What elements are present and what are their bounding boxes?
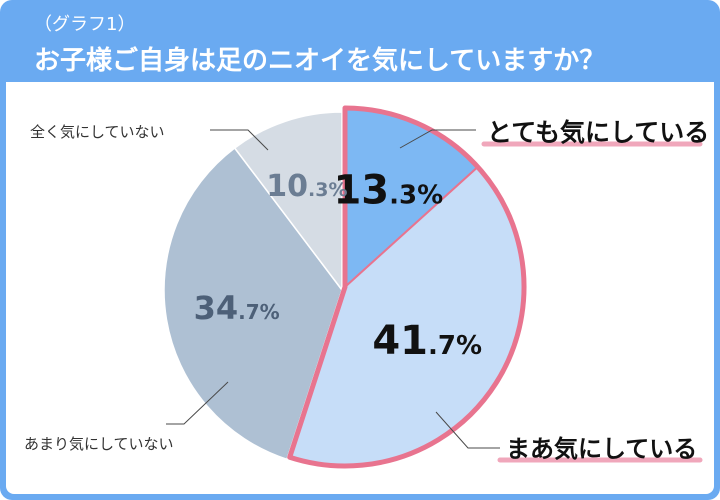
chart-title: お子様ご自身は足のニオイを気にしていますか？ [34, 46, 606, 76]
category-label-0: とても気にしている [487, 118, 709, 147]
pct-label-int: 13 [333, 167, 389, 213]
callout-line-2 [166, 381, 229, 425]
pct-label-3: 10.3% [266, 169, 347, 204]
pct-label-dec: .7% [238, 300, 280, 324]
callout-line-0 [399, 129, 476, 149]
highlight-outline [287, 105, 527, 469]
pct-label-dec: .7% [428, 331, 482, 361]
pie-slice-3 [233, 111, 343, 293]
pct-label-2: 34.7% [194, 289, 280, 327]
chart-header: （グラフ1） お子様ご自身は足のニオイを気にしていますか？ [0, 0, 720, 80]
pie-slice-2 [163, 146, 343, 461]
pct-label-1: 41.7% [372, 318, 482, 364]
pct-label-int: 10 [266, 169, 308, 204]
callout-line-1 [435, 411, 500, 449]
category-label-3: 全く気にしていない [30, 123, 165, 141]
category-label-2: あまり気にしていない [24, 435, 174, 453]
callout-line-3 [210, 129, 269, 151]
pct-label-dec: .3% [308, 179, 347, 201]
category-label-1: まあ気にしている [506, 435, 697, 463]
pct-label-int: 41 [372, 318, 428, 364]
pct-label-dec: .3% [389, 180, 443, 210]
chart-subtitle: （グラフ1） [34, 14, 136, 35]
pct-label-int: 34 [194, 289, 239, 327]
pct-label-0: 13.3% [333, 167, 443, 213]
